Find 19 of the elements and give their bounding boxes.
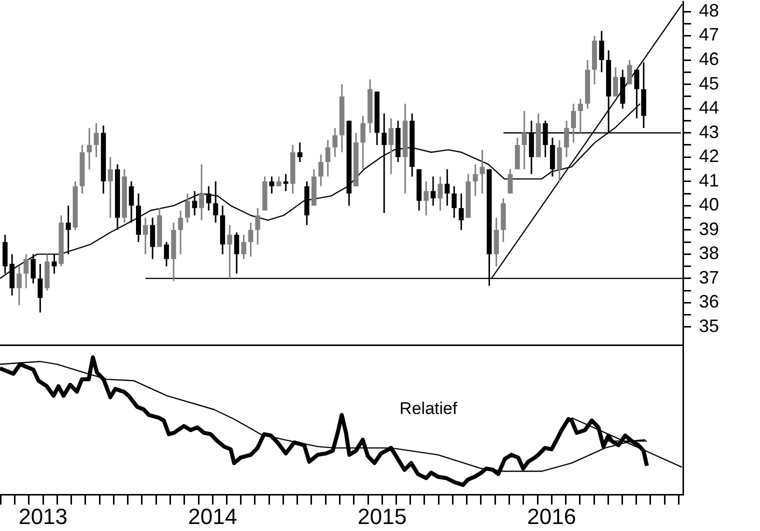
y-tick-label: 37 — [699, 267, 720, 288]
x-tick-label: 2015 — [358, 504, 407, 529]
y-tick-label: 46 — [699, 49, 720, 70]
x-tick-label: 2014 — [188, 504, 238, 529]
y-tick-label: 45 — [699, 73, 720, 94]
x-tick-label: 2016 — [527, 504, 576, 529]
y-tick-label: 41 — [699, 170, 720, 190]
x-tick-label: 2013 — [18, 504, 68, 529]
y-tick-label: 44 — [699, 98, 720, 118]
y-tick-label: 38 — [699, 243, 720, 264]
annotation: Relatief — [400, 399, 458, 418]
y-tick-label: 42 — [699, 146, 720, 166]
y-tick-label: 43 — [699, 122, 720, 142]
y-tick-label: 35 — [699, 316, 720, 336]
y-tick-label: 39 — [699, 218, 720, 239]
y-tick-label: 40 — [699, 194, 720, 215]
y-tick-label: 47 — [699, 24, 720, 45]
y-tick-label: 48 — [699, 0, 720, 20]
y-tick-label: 36 — [699, 292, 720, 312]
